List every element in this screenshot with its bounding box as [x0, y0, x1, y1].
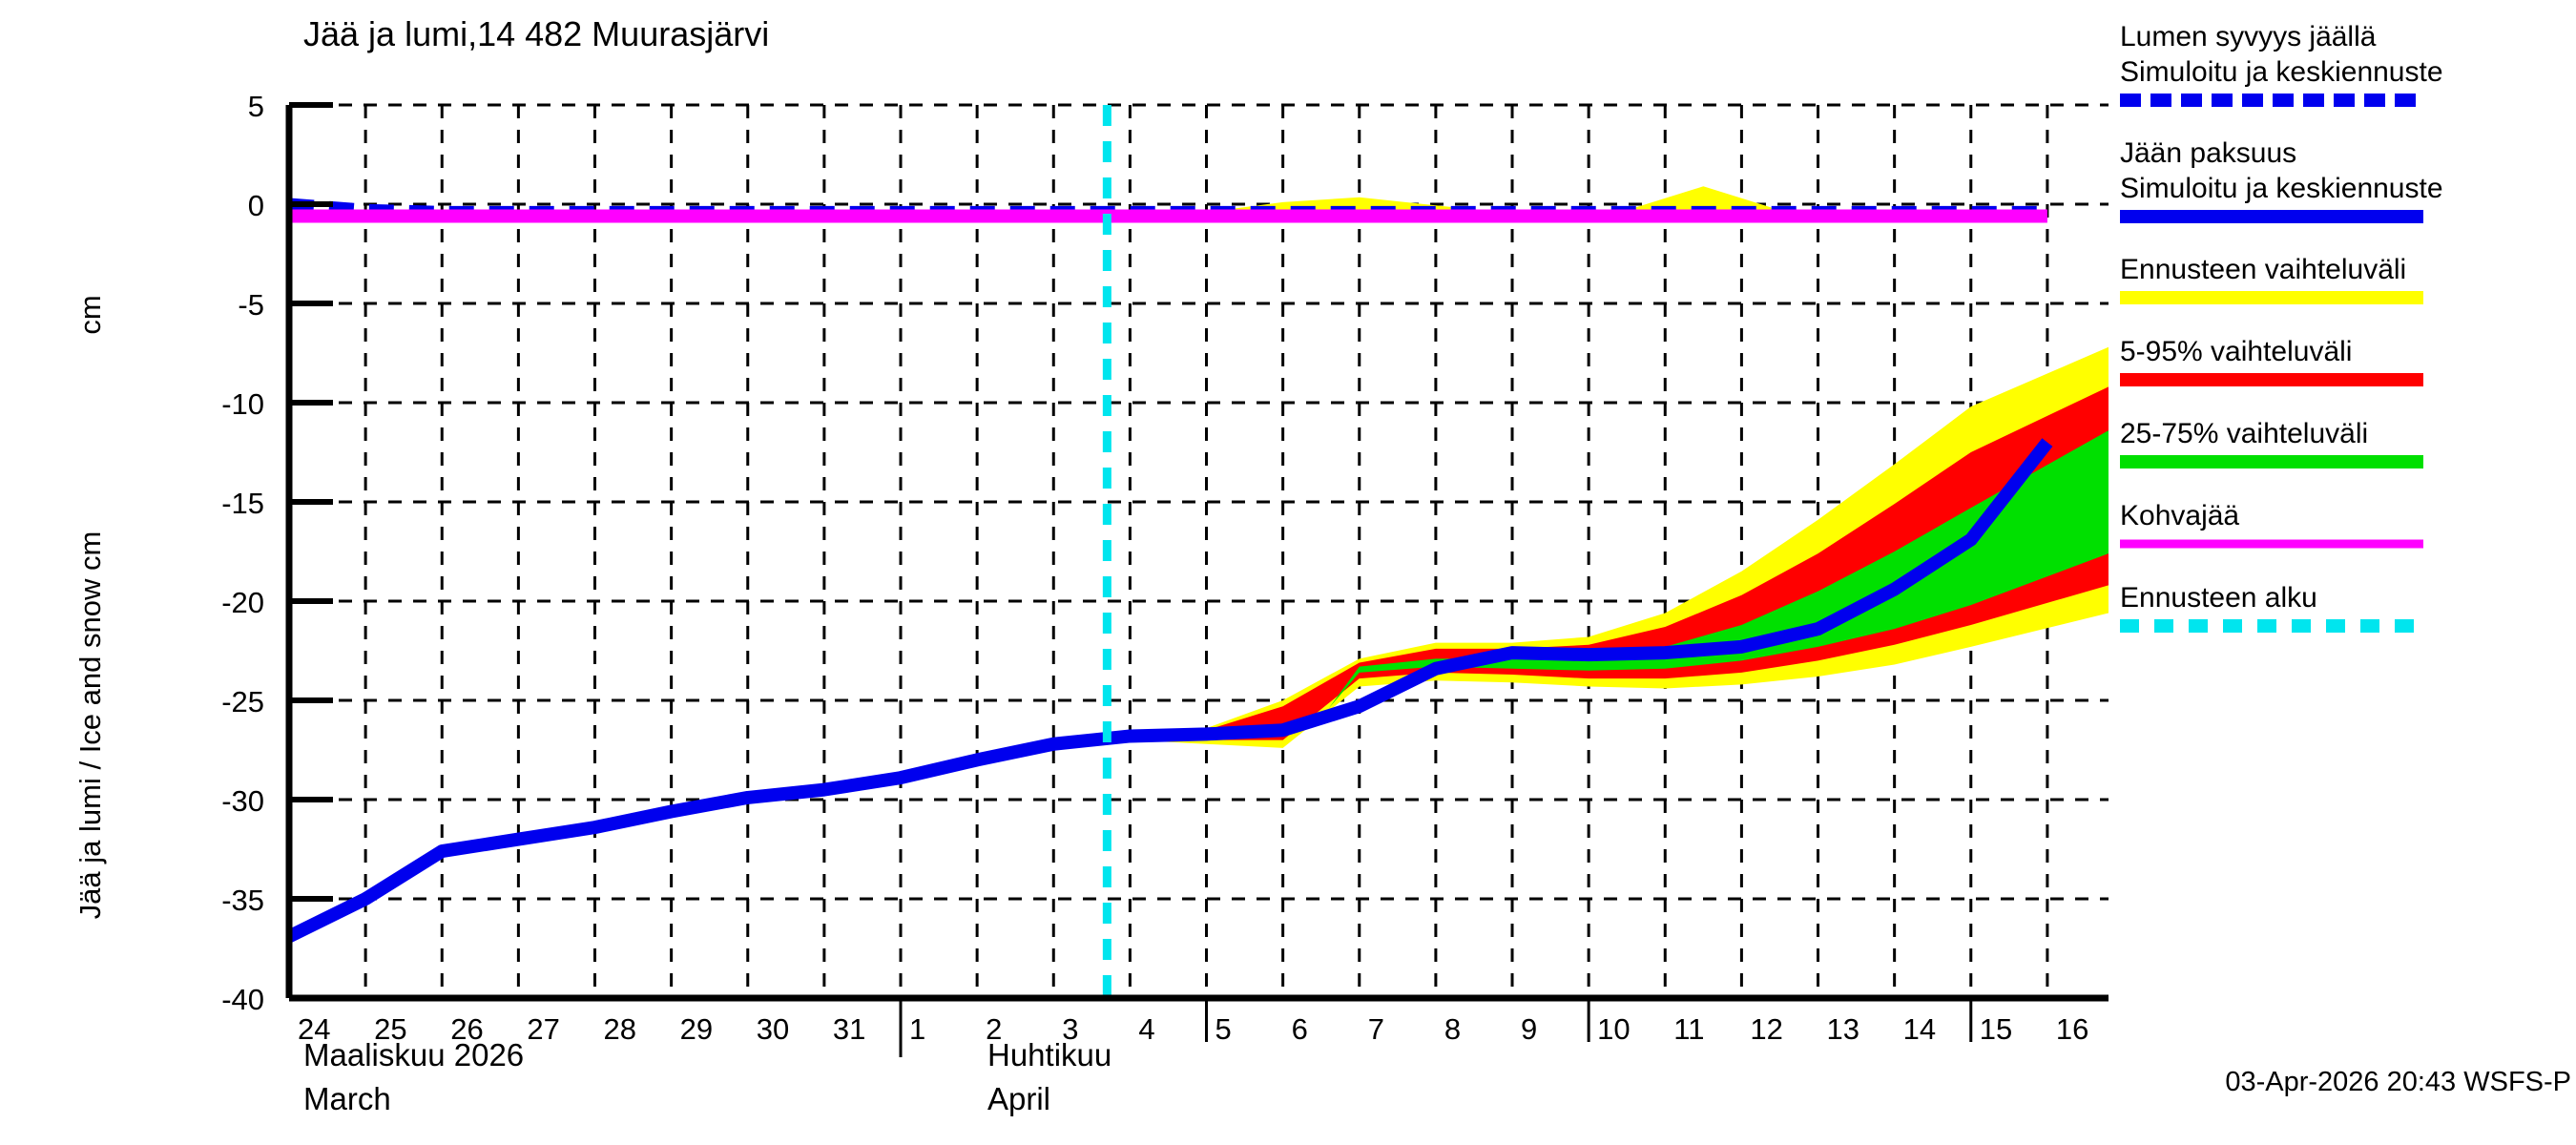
legend-item-subtitle: Simuloitu ja keskiennuste	[2120, 56, 2443, 88]
y-axis-tick-label: 0	[248, 189, 264, 222]
legend-item: Ennusteen alku	[2120, 582, 2423, 633]
y-axis-tick-label: -35	[221, 884, 264, 917]
legend-item-subtitle: Simuloitu ja keskiennuste	[2120, 173, 2443, 204]
forecast-band	[1107, 386, 2109, 740]
month-label-secondary-en: April	[987, 1081, 1050, 1116]
x-axis-tick-label: 3	[1062, 1012, 1078, 1046]
legend-item-title: Ennusteen alku	[2120, 582, 2317, 614]
y-axis-label: Jää ja lumi / Ice and snow cm	[73, 531, 107, 920]
axes-frame	[285, 105, 2109, 1002]
x-axis-tick-label: 16	[2056, 1012, 2088, 1046]
legend-item-title: 5-95% vaihteluväli	[2120, 336, 2352, 367]
series-line	[285, 438, 2053, 943]
x-axis-tick-label: 11	[1673, 1012, 1704, 1046]
x-axis-tick-label: 2	[986, 1012, 1002, 1046]
x-axis-tick-label: 27	[527, 1012, 559, 1046]
x-axis-tick-label: 13	[1827, 1012, 1859, 1046]
y-axis-tick-label: -20	[221, 586, 264, 619]
legend-item-title: Kohvajää	[2120, 500, 2239, 531]
x-axis-tick-label: 8	[1444, 1012, 1461, 1046]
legend-item-title: Jään paksuus	[2120, 137, 2296, 169]
x-axis-tick-label: 5	[1215, 1012, 1232, 1046]
month-label-secondary-fi: Huhtikuu	[987, 1037, 1111, 1072]
y-axis-tick-label: -10	[221, 387, 264, 421]
legend-item: Lumen syvyys jäällä Simuloitu ja keskienn…	[2120, 21, 2443, 107]
tick-layer	[289, 102, 1973, 1057]
footer-timestamp: 03-Apr-2026 20:43 WSFS-P	[2225, 1067, 2571, 1097]
legend-item-title: 25-75% vaihteluväli	[2120, 418, 2368, 449]
y-axis-tick-label: -15	[221, 487, 264, 520]
legend-item: Kohvajää	[2120, 500, 2423, 549]
y-axis-tick-label: -30	[221, 784, 264, 818]
x-axis-tick-label: 30	[757, 1012, 789, 1046]
x-axis-tick-label: 10	[1597, 1012, 1630, 1046]
x-axis-tick-label: 31	[833, 1012, 865, 1046]
x-axis-tick-label: 14	[1903, 1012, 1936, 1046]
legend-item: Jään paksuus Simuloitu ja keskiennuste	[2120, 137, 2443, 223]
legend: Lumen syvyys jäällä Simuloitu ja keskienn…	[2120, 21, 2443, 633]
x-axis-tick-label: 6	[1292, 1012, 1308, 1046]
y-axis-tick-label: -40	[221, 983, 264, 1016]
month-label-primary-en: March	[303, 1081, 391, 1116]
x-axis-tick-label: 7	[1368, 1012, 1384, 1046]
x-axis-tick-label: 24	[298, 1012, 330, 1046]
y-axis-tick-label: 5	[248, 90, 264, 123]
legend-item: Ennusteen vaihteluväli	[2120, 254, 2423, 304]
x-axis-tick-label: 29	[680, 1012, 713, 1046]
legend-item: 5-95% vaihteluväli	[2120, 336, 2423, 386]
x-axis-tick-label: 26	[450, 1012, 483, 1046]
x-axis-tick-label: 1	[909, 1012, 925, 1046]
x-axis-tick-label: 4	[1138, 1012, 1154, 1046]
x-axis-tick-label: 25	[374, 1012, 406, 1046]
y-axis-unit-label: cm	[73, 295, 107, 334]
page-title: Jää ja lumi,14 482 Muurasjärvi	[303, 14, 769, 53]
y-axis-tick-label: -25	[221, 685, 264, 718]
x-axis-tick-label: 9	[1521, 1012, 1537, 1046]
x-axis-tick-label: 15	[1980, 1012, 2012, 1046]
x-axis-tick-label: 12	[1750, 1012, 1782, 1046]
legend-item-title: Ennusteen vaihteluväli	[2120, 254, 2406, 285]
legend-item: 25-75% vaihteluväli	[2120, 418, 2423, 468]
plot-area	[285, 103, 2109, 998]
x-axis-tick-label: 28	[604, 1012, 636, 1046]
month-label-primary-fi: Maaliskuu 2026	[303, 1037, 524, 1072]
y-axis-tick-label: -5	[238, 288, 264, 322]
legend-item-title: Lumen syvyys jäällä	[2120, 21, 2377, 52]
